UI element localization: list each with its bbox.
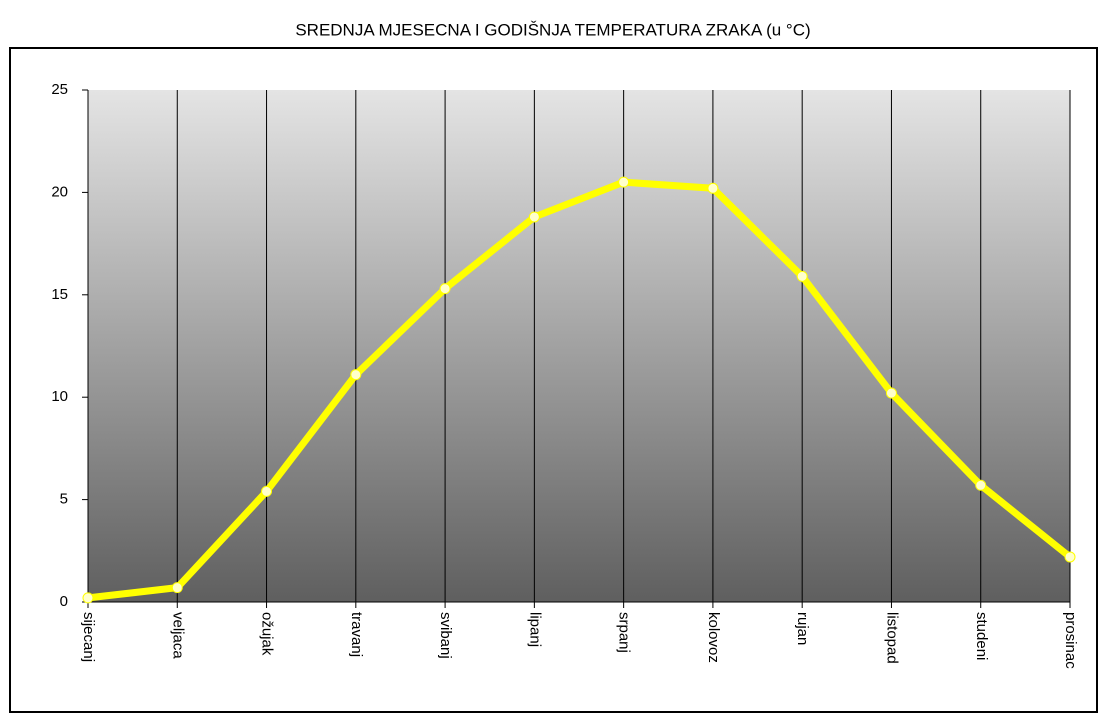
x-tick-label: sijecanj bbox=[80, 612, 97, 662]
data-point bbox=[350, 369, 362, 381]
data-point bbox=[975, 479, 987, 491]
plot-area bbox=[88, 90, 1070, 602]
x-tick-label: rujan bbox=[794, 612, 811, 645]
x-tick-label: srpanj bbox=[616, 612, 633, 653]
data-point bbox=[439, 283, 451, 295]
data-point bbox=[261, 485, 273, 497]
chart-frame bbox=[9, 47, 1098, 713]
y-tick-label: 10 bbox=[51, 388, 68, 405]
data-line bbox=[87, 178, 1073, 602]
x-tick-label: kolovoz bbox=[705, 612, 722, 663]
x-tick-label: prosinac bbox=[1062, 612, 1079, 669]
data-point bbox=[528, 211, 540, 223]
x-tick-label: veljaca bbox=[169, 612, 186, 659]
x-tick-label: travanj bbox=[348, 612, 365, 657]
y-tick-label: 25 bbox=[51, 81, 68, 98]
y-tick-label: 5 bbox=[60, 491, 68, 508]
chart-title: SREDNJA MJESECNA I GODIŠNJA TEMPERATURA … bbox=[295, 20, 810, 39]
x-tick-label: studeni bbox=[973, 612, 990, 660]
y-tick-label: 15 bbox=[51, 286, 68, 303]
x-tick-label: ožujak bbox=[259, 612, 276, 656]
data-point bbox=[618, 176, 630, 188]
y-tick-label: 0 bbox=[60, 593, 68, 610]
data-point bbox=[707, 182, 719, 194]
data-point bbox=[1064, 551, 1076, 563]
x-tick-label: lipanj bbox=[526, 612, 543, 647]
data-point bbox=[82, 592, 94, 604]
data-point bbox=[796, 270, 808, 282]
data-point bbox=[171, 582, 183, 594]
x-tick-label: listopad bbox=[883, 612, 900, 664]
x-tick-label: svibanj bbox=[437, 612, 454, 659]
data-point bbox=[885, 387, 897, 399]
y-tick-label: 20 bbox=[51, 183, 68, 200]
